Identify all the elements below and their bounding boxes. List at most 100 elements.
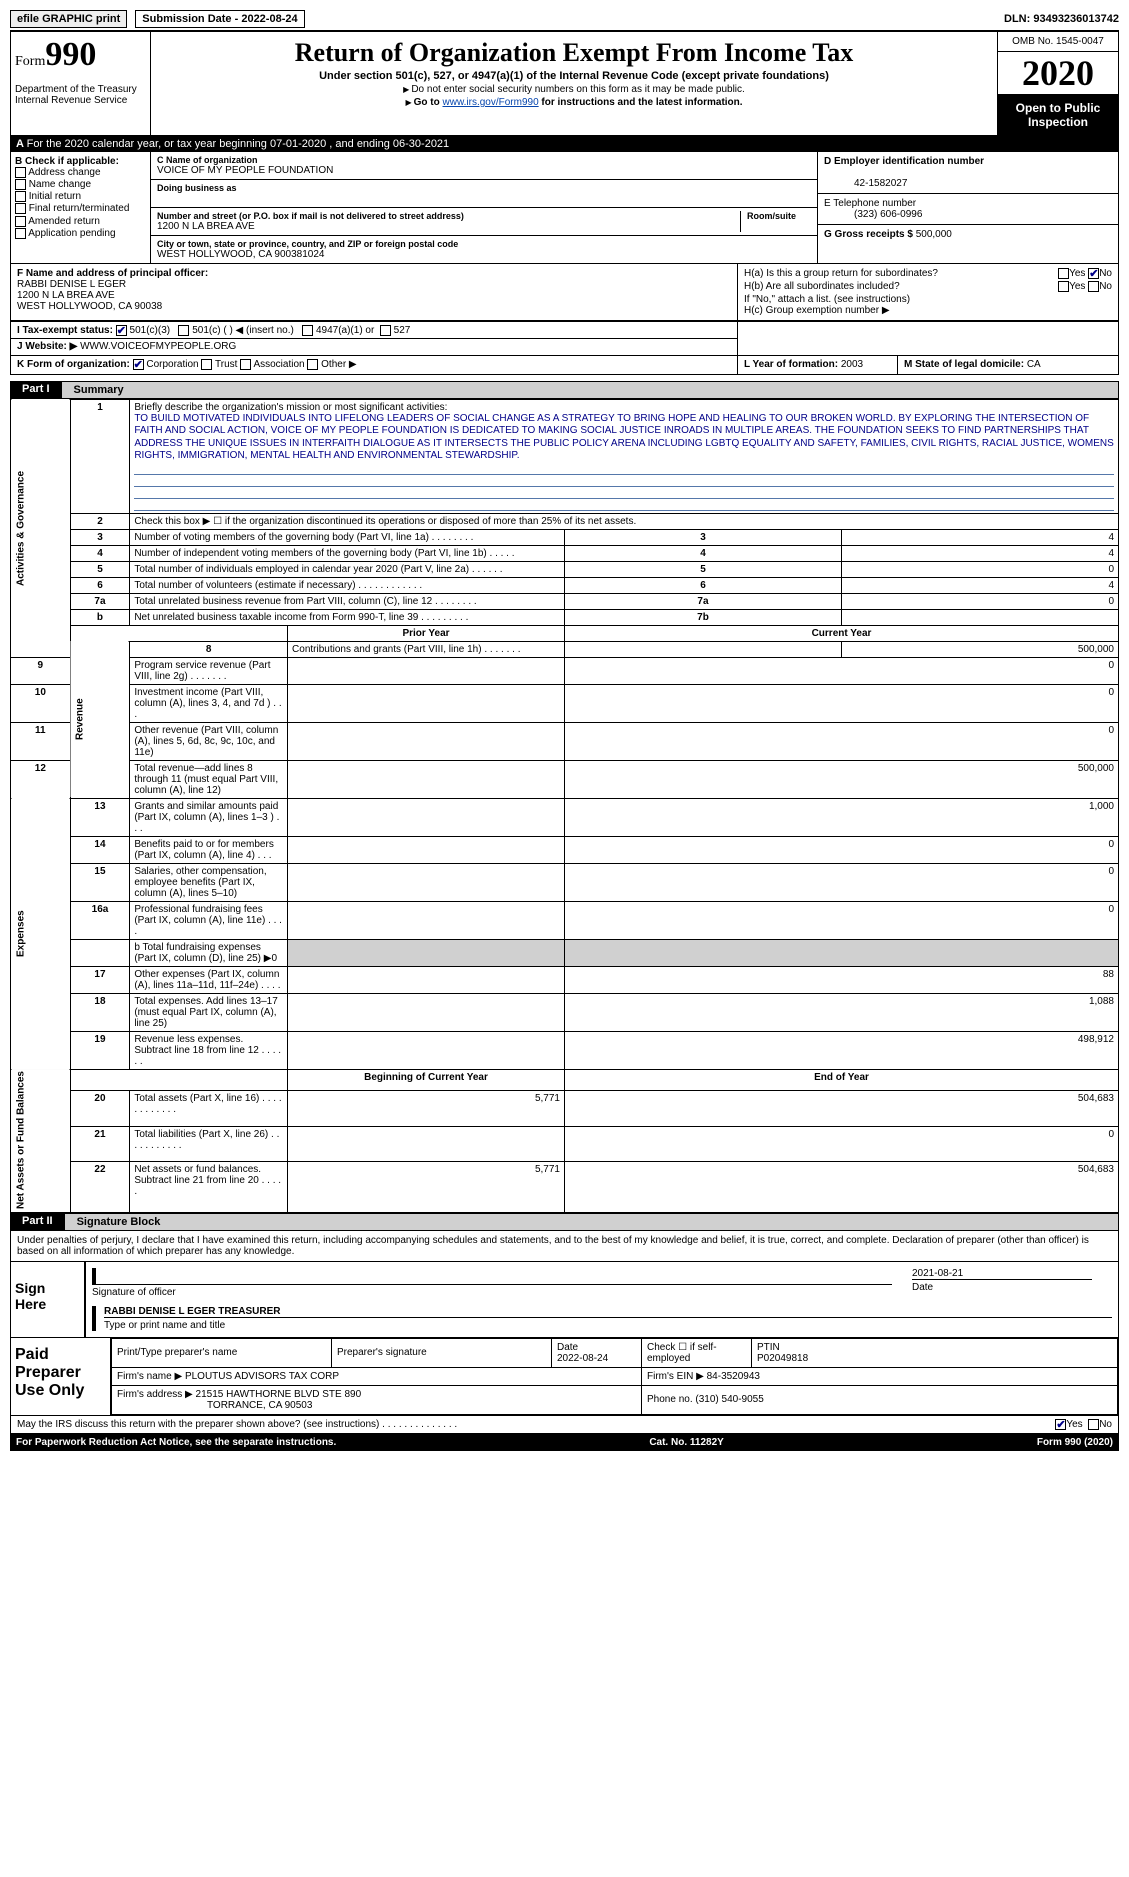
part-ii-title: Signature Block bbox=[65, 1213, 1119, 1231]
col-eoy: End of Year bbox=[565, 1069, 1119, 1090]
officer-addr2: WEST HOLLYWOOD, CA 90038 bbox=[17, 301, 162, 312]
line-21: Total liabilities (Part X, line 26) . . … bbox=[130, 1126, 288, 1162]
firm-address: Firm's address ▶ 21515 HAWTHORNE BLVD ST… bbox=[112, 1385, 642, 1414]
chk-amended-return[interactable]: Amended return bbox=[15, 216, 146, 227]
line-2: Check this box ▶ ☐ if the organization d… bbox=[130, 513, 1119, 529]
side-activities-governance: Activities & Governance bbox=[11, 399, 71, 657]
irs-discuss-row: May the IRS discuss this return with the… bbox=[10, 1416, 1119, 1434]
header-right: OMB No. 1545-0047 2020 Open to Public In… bbox=[998, 32, 1118, 135]
irs-url-link[interactable]: www.irs.gov/Form990 bbox=[443, 97, 539, 108]
chk-address-change[interactable]: Address change bbox=[15, 167, 146, 178]
chk-ha-no[interactable] bbox=[1088, 268, 1099, 279]
state-domicile: M State of legal domicile: CA bbox=[898, 356, 1118, 373]
tax-year: 2020 bbox=[998, 52, 1118, 95]
city-label: City or town, state or province, country… bbox=[157, 239, 811, 249]
line-13-cur: 1,000 bbox=[565, 798, 1119, 836]
chk-hb-yes[interactable] bbox=[1058, 281, 1069, 292]
line-12-cur: 500,000 bbox=[565, 760, 1119, 798]
line-14-cur: 0 bbox=[565, 836, 1119, 863]
row-i-j: I Tax-exempt status: 501(c)(3) 501(c) ( … bbox=[10, 321, 1119, 356]
perjury-statement: Under penalties of perjury, I declare th… bbox=[11, 1231, 1118, 1262]
dln-label: DLN: bbox=[1004, 13, 1033, 25]
irs-discuss-question: May the IRS discuss this return with the… bbox=[17, 1419, 457, 1430]
officer-name: RABBI DENISE L EGER bbox=[17, 279, 126, 290]
line-12: Total revenue—add lines 8 through 11 (mu… bbox=[130, 760, 288, 798]
chk-hb-no[interactable] bbox=[1088, 281, 1099, 292]
line-22: Net assets or fund balances. Subtract li… bbox=[130, 1162, 288, 1212]
chk-name-change[interactable]: Name change bbox=[15, 179, 146, 190]
phone-value: (323) 606-0996 bbox=[824, 209, 922, 220]
form-word: Form bbox=[15, 54, 45, 69]
col-d-ein-phone: D Employer identification number 42-1582… bbox=[818, 152, 1118, 263]
line-11: Other revenue (Part VIII, column (A), li… bbox=[130, 722, 288, 760]
line-7b: Net unrelated business taxable income fr… bbox=[130, 609, 565, 625]
hb-note: If "No," attach a list. (see instruction… bbox=[744, 294, 1112, 305]
form-of-org: K Form of organization: Corporation Trus… bbox=[11, 356, 738, 373]
paid-preparer-block: Paid Preparer Use Only Print/Type prepar… bbox=[11, 1337, 1118, 1415]
org-name-block: C Name of organization VOICE OF MY PEOPL… bbox=[151, 152, 817, 180]
dba-block: Doing business as bbox=[151, 180, 817, 208]
form-subtitle: Under section 501(c), 527, or 4947(a)(1)… bbox=[155, 70, 993, 82]
org-name: VOICE OF MY PEOPLE FOUNDATION bbox=[157, 165, 333, 176]
dept-treasury: Department of the Treasury bbox=[15, 84, 146, 95]
chk-discuss-yes[interactable] bbox=[1055, 1419, 1066, 1430]
prep-self-employed: Check ☐ if self-employed bbox=[642, 1338, 752, 1367]
prep-date: Date2022-08-24 bbox=[552, 1338, 642, 1367]
chk-trust[interactable] bbox=[201, 359, 212, 370]
sig-date-value: 2021-08-21 bbox=[912, 1268, 963, 1279]
chk-association[interactable] bbox=[240, 359, 251, 370]
chk-4947[interactable] bbox=[302, 325, 313, 336]
website-value: WWW.VOICEOFMYPEOPLE.ORG bbox=[80, 341, 236, 352]
open-to-public: Open to Public Inspection bbox=[998, 95, 1118, 135]
chk-527[interactable] bbox=[380, 325, 391, 336]
hc-label: H(c) Group exemption number ▶ bbox=[744, 305, 1112, 316]
line-13: Grants and similar amounts paid (Part IX… bbox=[130, 798, 288, 836]
prep-sig-label: Preparer's signature bbox=[332, 1338, 552, 1367]
chk-ha-yes[interactable] bbox=[1058, 268, 1069, 279]
phone-block: E Telephone number (323) 606-0996 bbox=[818, 194, 1118, 225]
gross-receipts-label: G Gross receipts $ bbox=[824, 229, 913, 240]
chk-final-return[interactable]: Final return/terminated bbox=[15, 203, 146, 214]
side-net-assets: Net Assets or Fund Balances bbox=[11, 1069, 71, 1212]
hb-line: H(b) Are all subordinates included? Yes … bbox=[744, 281, 1112, 292]
cat-no: Cat. No. 11282Y bbox=[649, 1437, 723, 1448]
line-16b: b Total fundraising expenses (Part IX, c… bbox=[130, 939, 288, 966]
street-block: Number and street (or P.O. box if mail i… bbox=[151, 208, 817, 236]
efile-print-button[interactable]: efile GRAPHIC print bbox=[10, 10, 127, 28]
ha-label: H(a) Is this a group return for subordin… bbox=[744, 268, 938, 279]
dln: DLN: 93493236013742 bbox=[1004, 13, 1119, 25]
chk-501c[interactable] bbox=[178, 325, 189, 336]
chk-application-pending[interactable]: Application pending bbox=[15, 228, 146, 239]
col-c-name-address: C Name of organization VOICE OF MY PEOPL… bbox=[151, 152, 818, 263]
tax-exempt-status: I Tax-exempt status: 501(c)(3) 501(c) ( … bbox=[17, 325, 731, 336]
gross-receipts-block: G Gross receipts $ 500,000 bbox=[818, 225, 1118, 244]
omb-number: OMB No. 1545-0047 bbox=[998, 32, 1118, 52]
chk-501c3[interactable] bbox=[116, 325, 127, 336]
chk-corporation[interactable] bbox=[133, 359, 144, 370]
pra-notice: For Paperwork Reduction Act Notice, see … bbox=[16, 1437, 336, 1448]
line-9: Program service revenue (Part VIII, line… bbox=[130, 657, 288, 684]
ein-value: 42-1582027 bbox=[824, 178, 907, 189]
line-9-cur: 0 bbox=[565, 657, 1119, 684]
line-22-cur: 504,683 bbox=[565, 1162, 1119, 1212]
chk-discuss-no[interactable] bbox=[1088, 1419, 1099, 1430]
chk-other[interactable] bbox=[307, 359, 318, 370]
part-ii-header: Part II Signature Block bbox=[10, 1213, 1119, 1231]
ssn-warning: Do not enter social security numbers on … bbox=[155, 84, 993, 95]
line-7a: Total unrelated business revenue from Pa… bbox=[130, 593, 565, 609]
form-rev: Form 990 (2020) bbox=[1037, 1437, 1113, 1448]
submission-label: Submission Date - bbox=[142, 13, 241, 25]
chk-initial-return[interactable]: Initial return bbox=[15, 191, 146, 202]
line-4: Number of independent voting members of … bbox=[130, 545, 565, 561]
form-footer: For Paperwork Reduction Act Notice, see … bbox=[10, 1434, 1119, 1451]
firm-ein: Firm's EIN ▶ 84-3520943 bbox=[642, 1367, 1118, 1385]
header-left: Form990 Department of the Treasury Inter… bbox=[11, 32, 151, 135]
identity-block: B Check if applicable: Address change Na… bbox=[10, 152, 1119, 264]
line-6-val: 4 bbox=[841, 577, 1118, 593]
line-19-cur: 498,912 bbox=[565, 1031, 1119, 1069]
line-1-num: 1 bbox=[70, 399, 130, 513]
line-21-cur: 0 bbox=[565, 1126, 1119, 1162]
col-prior-year: Prior Year bbox=[288, 625, 565, 641]
line-4-val: 4 bbox=[841, 545, 1118, 561]
line-16a-cur: 0 bbox=[565, 901, 1119, 939]
